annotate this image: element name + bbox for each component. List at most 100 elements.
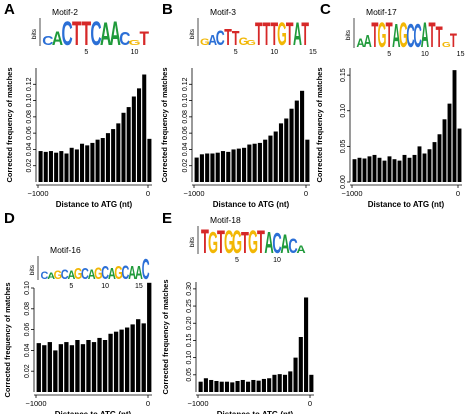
logo-letter: G [200, 38, 210, 48]
bar [392, 159, 397, 182]
bar [194, 157, 199, 182]
logo-letter: G [54, 269, 62, 282]
bar [100, 138, 105, 182]
bar [142, 74, 147, 182]
bar [64, 153, 69, 182]
bar [80, 143, 85, 182]
logo-letter: T [371, 15, 378, 55]
logo-letter: G [114, 263, 122, 284]
bar [231, 149, 236, 182]
bar [59, 151, 64, 182]
bar [235, 381, 240, 392]
logo-letter: C [414, 19, 422, 55]
bar [121, 112, 126, 182]
logo-letter: T [224, 24, 232, 50]
logo-letter: C [288, 234, 297, 258]
x-tick-label: −1000 [183, 189, 204, 198]
logo-letter: T [232, 27, 240, 50]
y-tick-label: 0.06 [182, 126, 189, 140]
bar [273, 131, 278, 182]
bar [85, 145, 90, 182]
logo-letter: G [246, 39, 256, 47]
y-tick-label: 0.15 [186, 334, 193, 348]
logo-letter: C [61, 267, 69, 283]
logo-letter: G [208, 226, 218, 260]
logo-letter: A [208, 32, 217, 48]
bar [111, 129, 116, 182]
bar [220, 151, 226, 182]
logo-letter: G [232, 225, 242, 260]
bar [210, 153, 215, 182]
bar [47, 342, 52, 392]
bar [352, 159, 357, 182]
logo-tick-label: 10 [421, 51, 429, 58]
bar [247, 144, 252, 182]
logo-bits-label: bits [189, 236, 196, 247]
logo-letter: A [280, 230, 289, 259]
y-axis-title: Corrected frequency of matches [160, 67, 169, 182]
bar [95, 139, 100, 182]
motif-label: Motif-17 [366, 7, 397, 17]
y-tick-label: 0.04 [182, 143, 189, 157]
logo-bits-label: bits [29, 264, 36, 275]
y-tick-label: 0.00 [340, 175, 347, 189]
bar [377, 157, 382, 182]
logo-letter: C [142, 253, 150, 286]
logo-letter: A [364, 33, 373, 52]
bar [263, 139, 268, 182]
logo-letter: A [392, 19, 400, 55]
bar [226, 151, 231, 182]
bar [417, 146, 422, 183]
bar [305, 139, 310, 182]
y-tick-label: 0.30 [186, 282, 193, 296]
x-tick-label: −1000 [341, 189, 362, 198]
bar [108, 333, 113, 392]
bar [230, 382, 235, 393]
bar [69, 345, 75, 392]
y-axis-title: Corrected frequency of matches [315, 67, 324, 182]
logo-tick-label: 5 [234, 49, 238, 56]
motif-label: Motif-16 [50, 245, 81, 255]
logo-letter: A [52, 27, 63, 49]
y-tick-label: 0.10 [340, 104, 347, 118]
bar [205, 153, 210, 182]
logo-bits-label: bits [345, 29, 352, 40]
x-tick-label: 0 [304, 189, 308, 198]
bar [304, 297, 309, 392]
logo-letter: A [264, 226, 273, 260]
logo-letter: T [428, 15, 435, 55]
bar [214, 381, 219, 392]
logo-letter: C [42, 34, 53, 48]
bar [53, 350, 58, 392]
bar [452, 70, 457, 182]
bar [58, 344, 64, 392]
bar [267, 378, 272, 392]
logo-letter: T [257, 225, 265, 260]
motif-label: Motif-18 [210, 215, 241, 225]
bar [427, 149, 432, 182]
panel-letter: D [4, 210, 15, 227]
bar [91, 342, 97, 392]
motif-label: Motif-2 [52, 7, 78, 17]
bar [64, 342, 69, 392]
logo-letter: T [301, 17, 309, 53]
bar [137, 88, 142, 182]
panel-letter: C [320, 1, 331, 18]
bar [372, 154, 377, 182]
y-tick-label: 0.20 [186, 316, 193, 330]
y-tick-label: 0.12 [182, 77, 189, 91]
bar [203, 378, 208, 392]
logo-letter: T [72, 14, 81, 53]
logo-letter: T [82, 14, 91, 53]
x-tick-label: 0 [146, 189, 150, 198]
logo-letter: T [201, 224, 209, 261]
bar [277, 374, 282, 393]
bar-plot: 0.05 0.10 0.15 0.20 0.25 0.30 −1000 0 Distance t… [161, 279, 314, 419]
bar [407, 157, 412, 182]
bar [119, 329, 124, 392]
logo-letter: T [217, 225, 225, 260]
logo-letter: A [293, 17, 302, 53]
bar [116, 123, 121, 182]
